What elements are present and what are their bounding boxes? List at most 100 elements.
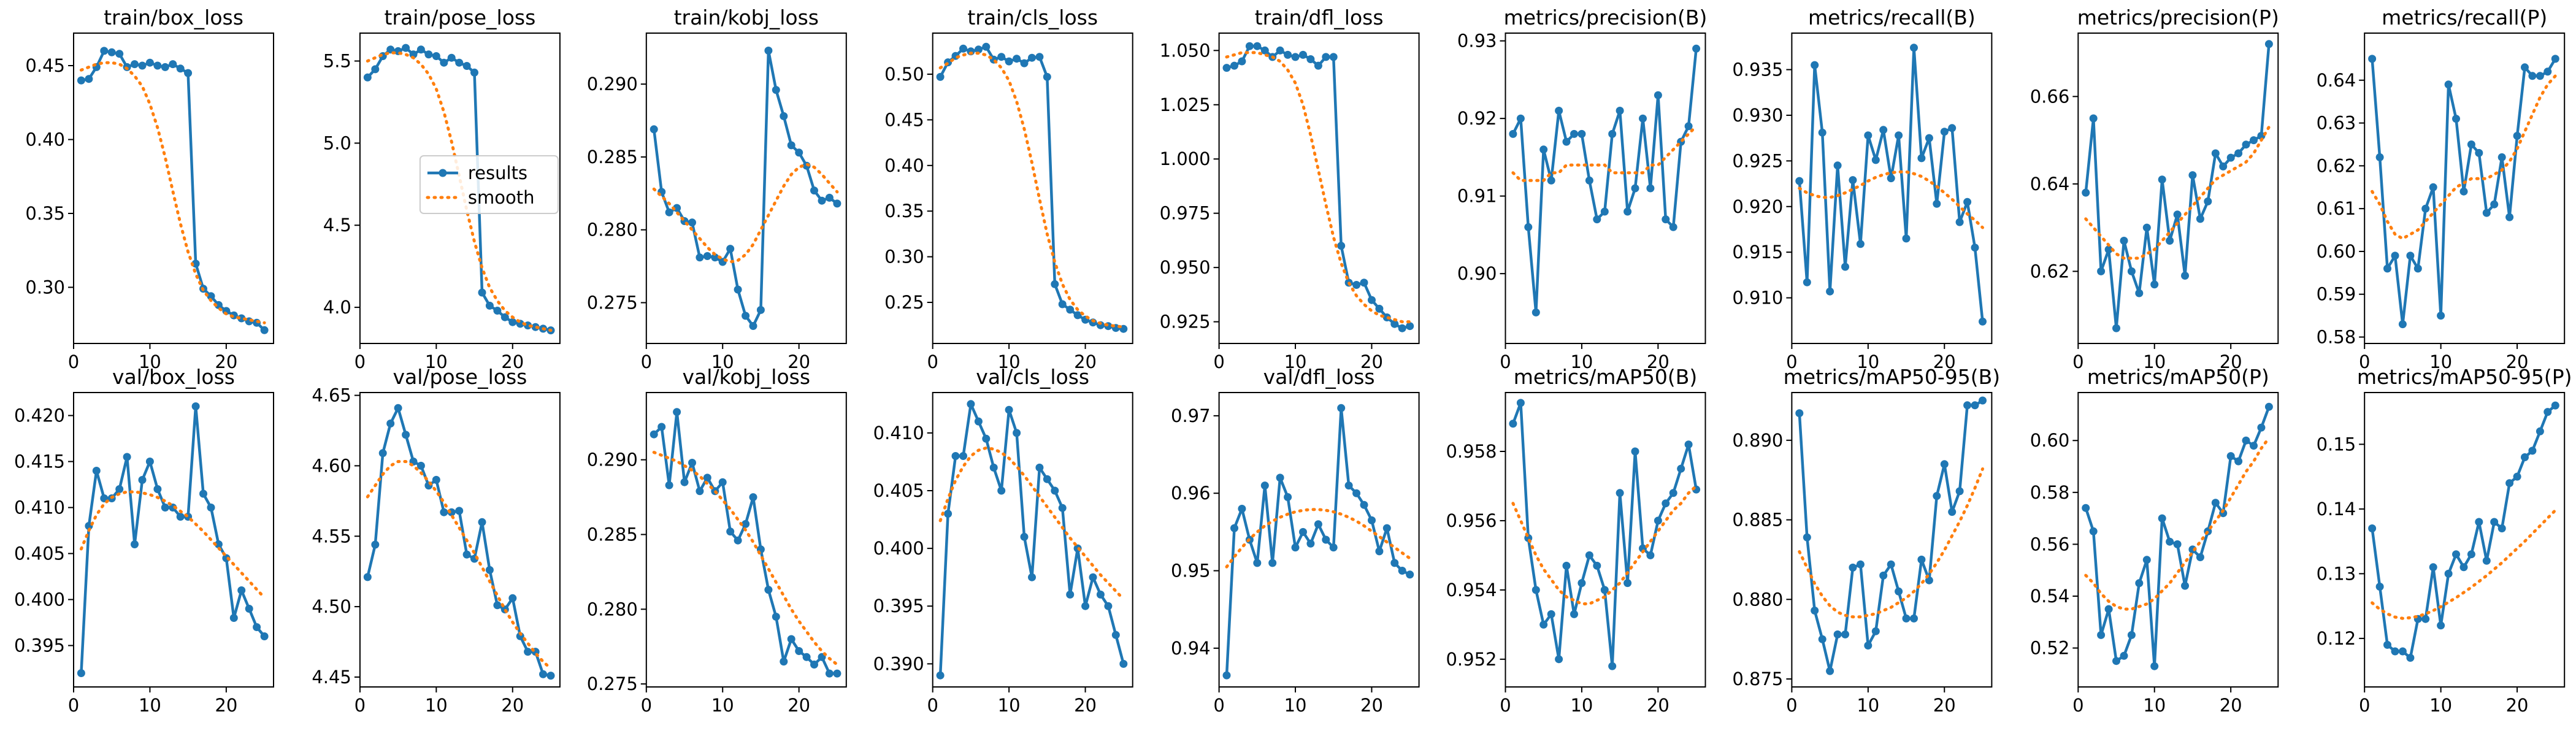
results-point <box>2188 171 2197 180</box>
results-point <box>959 452 967 460</box>
results-point <box>2383 264 2391 273</box>
axes-frame <box>2364 33 2566 344</box>
axes-frame <box>1218 33 1420 344</box>
results-point <box>2497 524 2506 532</box>
results-point <box>2543 408 2552 416</box>
results-point <box>2127 267 2136 275</box>
chart-panel-val-dfl-loss: val/dfl_loss 0 10 20 0.94 0.95 0.96 0.97 <box>1171 365 1420 716</box>
results-point <box>2264 402 2273 411</box>
y-tick-label: 0.415 <box>14 451 65 472</box>
results-point <box>1284 50 1292 59</box>
results-point <box>1631 447 1639 456</box>
results-point <box>1531 586 1540 594</box>
results-point <box>2551 401 2559 410</box>
results-point <box>688 459 696 467</box>
results-point <box>2142 556 2151 564</box>
y-tick-label: 0.954 <box>1446 580 1497 600</box>
results-point <box>1887 560 1895 569</box>
results-point <box>1623 207 1632 216</box>
y-tick-label: 0.920 <box>1732 196 1783 217</box>
y-tick-label: 0.910 <box>1732 288 1783 309</box>
results-point <box>2536 72 2544 80</box>
results-point <box>2196 553 2204 561</box>
results-point <box>77 669 85 677</box>
results-point <box>245 605 253 613</box>
results-point <box>810 186 818 195</box>
results-point <box>1917 555 1926 564</box>
results-point <box>742 519 750 528</box>
results-point <box>2528 72 2537 80</box>
chart-panel-train-box-loss: train/box_loss 0 10 20 0.30 0.35 0.40 0.45 <box>25 6 274 372</box>
results-point <box>772 86 780 94</box>
y-tick-label: 0.935 <box>1732 59 1783 80</box>
panel-title: val/dfl_loss <box>1263 365 1375 389</box>
results-point <box>2444 569 2453 578</box>
results-point <box>936 72 945 81</box>
results-point <box>161 63 169 71</box>
chart-panel-metrics-recall-p: metrics/recall(P) 0 10 20 0.58 0.59 0.60 0.61 0.… <box>2317 6 2566 372</box>
results-point <box>1222 64 1231 72</box>
y-tick-label: 0.63 <box>2317 113 2356 134</box>
y-tick-label: 0.875 <box>1732 669 1783 689</box>
results-point <box>2467 550 2475 559</box>
panel-title: train/kobj_loss <box>674 6 819 29</box>
results-point <box>1971 401 1979 410</box>
results-point <box>780 112 788 120</box>
results-point <box>2226 153 2235 162</box>
y-tick-label: 0.62 <box>2317 155 2356 176</box>
smooth-line <box>938 446 1125 601</box>
results-point <box>1917 154 1926 163</box>
results-point <box>176 513 185 521</box>
results-point <box>2459 563 2468 572</box>
results-point <box>424 50 433 59</box>
results-point <box>1291 543 1300 552</box>
results-point <box>2413 264 2422 273</box>
results-point <box>508 594 517 602</box>
axes-frame <box>1505 392 1706 688</box>
y-tick-label: 0.405 <box>14 543 65 564</box>
x-tick-label: 10 <box>711 695 734 716</box>
results-point <box>1864 131 1873 140</box>
results-point <box>2497 153 2506 161</box>
y-tick-label: 0.59 <box>2317 284 2356 305</box>
smooth-line <box>2084 125 2271 260</box>
results-point <box>1616 107 1624 115</box>
results-point <box>665 208 673 217</box>
results-point <box>1849 176 1857 185</box>
results-point <box>1841 630 1849 638</box>
results-point <box>1833 161 1842 170</box>
results-point <box>1895 587 1903 596</box>
panel-title: metrics/mAP50-95(B) <box>1784 365 2000 389</box>
results-point <box>2482 209 2491 217</box>
results-point <box>2543 67 2552 76</box>
results-point <box>1516 399 1525 407</box>
y-tick-label: 4.65 <box>312 385 351 406</box>
y-tick-label: 4.0 <box>323 297 351 318</box>
smooth-line <box>2371 508 2557 620</box>
results-point <box>1669 223 1677 231</box>
y-tick-label: 0.50 <box>884 64 924 85</box>
results-point <box>756 305 765 314</box>
results-point <box>214 540 223 548</box>
results-point <box>462 550 471 559</box>
results-point <box>402 44 410 52</box>
results-point <box>485 565 494 574</box>
x-tick-label: 0 <box>68 351 79 372</box>
results-point <box>680 478 689 486</box>
y-tick-label: 1.025 <box>1160 94 1211 115</box>
y-tick-label: 0.925 <box>1160 312 1211 332</box>
results-point <box>131 540 139 548</box>
x-tick-label: 10 <box>2143 695 2166 716</box>
x-tick-label: 0 <box>1500 695 1511 716</box>
smooth-line <box>938 52 1125 329</box>
results-point <box>131 60 139 69</box>
results-point <box>2375 583 2384 591</box>
results-point <box>1684 440 1693 449</box>
results-point <box>2528 447 2537 455</box>
x-tick-label: 0 <box>1786 351 1797 372</box>
results-point <box>1028 573 1036 581</box>
results-point <box>85 75 93 83</box>
smooth-line <box>1225 508 1412 569</box>
smooth-line <box>79 61 266 324</box>
x-tick-label: 10 <box>2143 351 2166 372</box>
